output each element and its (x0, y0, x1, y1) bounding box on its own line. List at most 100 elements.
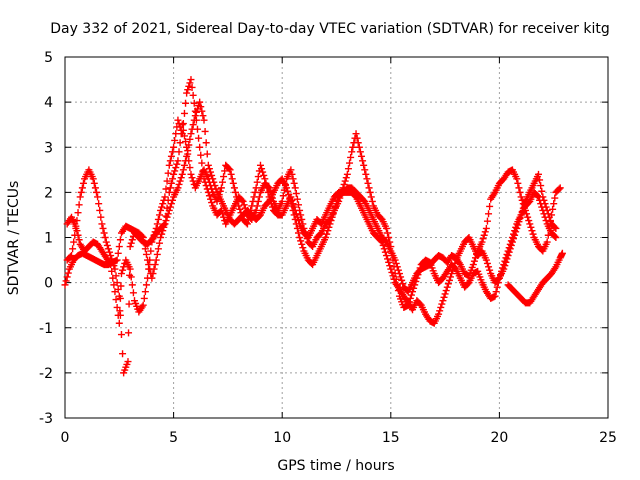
data-point-marker (544, 231, 552, 239)
data-point-marker (202, 139, 210, 147)
data-point-marker (290, 211, 298, 219)
data-point-marker (343, 170, 351, 178)
data-point-marker (346, 159, 354, 167)
data-point-marker (385, 258, 393, 266)
data-point-marker (521, 206, 529, 214)
data-point-marker (129, 289, 137, 297)
y-tick-labels: -3 -2 -1 0 1 2 3 4 5 (39, 50, 53, 427)
data-point-marker (517, 211, 525, 219)
data-point-marker (127, 239, 135, 247)
data-point-marker (262, 179, 270, 187)
data-point-marker (348, 148, 356, 156)
data-point-marker (165, 206, 173, 214)
data-point-marker (448, 270, 456, 278)
data-point-marker (162, 185, 170, 193)
data-point-marker (198, 107, 206, 115)
data-point-marker (323, 230, 331, 238)
data-point-marker (73, 217, 81, 225)
data-point-marker (360, 161, 368, 169)
data-point-marker (112, 296, 120, 304)
data-point-marker (543, 238, 551, 246)
data-point-marker (186, 135, 194, 143)
data-point-marker (103, 241, 111, 249)
data-point-marker (546, 218, 554, 226)
data-point-marker (515, 184, 523, 192)
data-point-marker (291, 215, 299, 223)
data-point-marker (179, 166, 187, 174)
data-point-marker (192, 108, 200, 116)
data-point-marker (511, 231, 519, 239)
data-point-marker (294, 229, 302, 237)
data-point-marker (140, 294, 148, 302)
data-point-marker (551, 223, 559, 231)
data-point-marker (449, 266, 457, 274)
data-point-marker (159, 200, 167, 208)
data-point-marker (294, 201, 302, 209)
data-point-marker (78, 184, 86, 192)
data-markers (61, 76, 566, 377)
data-point-marker (182, 157, 190, 165)
data-point-marker (447, 273, 455, 281)
data-point-marker (162, 217, 170, 225)
data-point-marker (500, 265, 508, 273)
data-point-marker (100, 229, 108, 237)
axis-ticks (64, 56, 609, 419)
data-point-marker (243, 220, 251, 228)
data-point-marker (64, 269, 72, 277)
data-point-marker (179, 120, 187, 128)
data-point-marker (180, 132, 188, 140)
data-point-marker (161, 193, 169, 201)
data-point-marker (167, 179, 175, 187)
data-point-marker (170, 170, 178, 178)
data-point-marker (288, 202, 296, 210)
data-point-marker (278, 197, 286, 205)
data-point-marker (95, 200, 103, 208)
data-point-marker (248, 202, 256, 210)
data-point-marker (268, 203, 276, 211)
data-point-marker (184, 147, 192, 155)
data-point-marker (161, 220, 169, 228)
data-point-marker (472, 254, 480, 262)
data-point-marker (182, 138, 190, 146)
data-point-marker (352, 130, 360, 138)
data-point-marker (229, 179, 237, 187)
data-point-marker (486, 266, 494, 274)
data-point-marker (357, 152, 365, 160)
data-point-marker (298, 240, 306, 248)
data-point-marker (188, 125, 196, 133)
data-point-marker (249, 197, 257, 205)
data-point-marker (197, 103, 205, 111)
data-point-marker (367, 193, 375, 201)
data-point-marker (153, 220, 161, 228)
data-point-marker (155, 239, 163, 247)
x-tick-label: 10 (273, 430, 291, 446)
data-point-marker (285, 191, 293, 199)
data-point-marker (508, 238, 516, 246)
data-point-marker (139, 234, 147, 241)
data-point-marker (439, 297, 447, 305)
data-point-marker (169, 148, 177, 156)
y-tick-label: 4 (44, 95, 53, 111)
data-point-marker (513, 175, 521, 183)
data-point-marker (169, 175, 177, 183)
data-point-marker (479, 235, 487, 243)
data-point-marker (183, 89, 191, 97)
data-point-marker (77, 188, 85, 196)
data-point-marker (151, 261, 159, 269)
chart-title: Day 332 of 2021, Sidereal Day-to-day VTE… (50, 21, 610, 37)
data-point-marker (145, 261, 153, 269)
data-point-marker (196, 98, 204, 106)
data-point-marker (441, 290, 449, 298)
data-point-marker (128, 281, 136, 289)
data-point-marker (392, 259, 400, 267)
data-point-marker (485, 263, 493, 271)
data-point-marker (221, 167, 229, 175)
data-point-marker (175, 180, 183, 188)
data-point-marker (356, 148, 364, 156)
data-point-marker (450, 263, 458, 271)
data-point-marker (387, 265, 395, 273)
data-point-marker (169, 196, 177, 204)
data-point-marker (141, 288, 149, 296)
data-point-marker (205, 192, 213, 200)
data-point-marker (518, 196, 526, 204)
